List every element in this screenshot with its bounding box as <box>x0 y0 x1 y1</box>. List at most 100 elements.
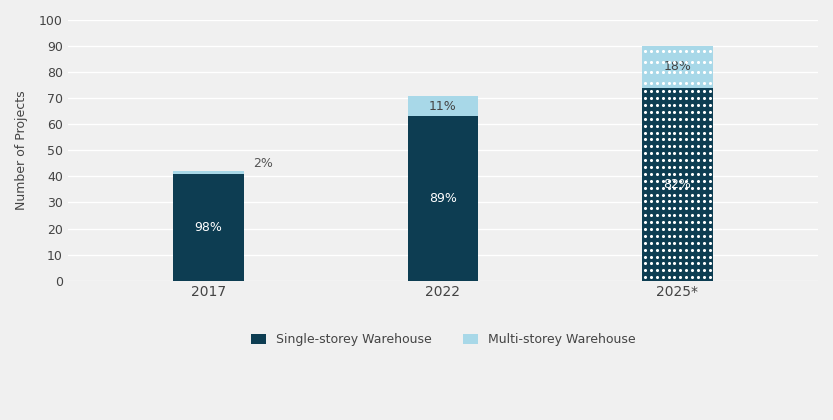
Point <box>662 246 676 253</box>
Point <box>656 177 670 184</box>
Point <box>703 136 716 143</box>
Point <box>656 219 670 226</box>
Point <box>697 219 711 226</box>
Point <box>651 122 664 129</box>
Point <box>662 212 676 218</box>
Point <box>651 171 664 177</box>
Point <box>686 233 699 239</box>
Point <box>680 136 693 143</box>
Point <box>662 69 676 76</box>
Point <box>656 164 670 171</box>
Point <box>651 219 664 226</box>
Point <box>662 122 676 129</box>
Point <box>680 219 693 226</box>
Point <box>656 58 670 65</box>
Point <box>691 143 705 150</box>
Point <box>703 219 716 226</box>
Point <box>703 226 716 232</box>
Point <box>668 219 681 226</box>
Point <box>651 212 664 218</box>
Point <box>674 129 687 136</box>
Point <box>644 58 657 65</box>
Point <box>662 267 676 274</box>
Point <box>703 171 716 177</box>
Point <box>662 116 676 122</box>
Point <box>651 260 664 267</box>
Point <box>644 260 657 267</box>
Point <box>644 69 657 76</box>
Point <box>703 79 716 86</box>
Point <box>680 116 693 122</box>
Point <box>680 239 693 246</box>
Point <box>686 267 699 274</box>
Point <box>703 116 716 122</box>
Point <box>680 157 693 163</box>
Point <box>656 108 670 115</box>
Point <box>686 177 699 184</box>
Point <box>686 48 699 55</box>
Point <box>644 184 657 191</box>
Point <box>656 253 670 260</box>
Point <box>703 246 716 253</box>
Point <box>680 267 693 274</box>
Point <box>668 246 681 253</box>
Point <box>686 171 699 177</box>
Point <box>656 246 670 253</box>
Point <box>638 108 651 115</box>
Point <box>680 205 693 212</box>
Point <box>644 157 657 163</box>
Point <box>644 253 657 260</box>
Text: 2%: 2% <box>253 157 273 170</box>
Point <box>638 116 651 122</box>
Point <box>703 177 716 184</box>
Point <box>644 143 657 150</box>
Point <box>644 108 657 115</box>
Point <box>703 88 716 94</box>
Point <box>651 95 664 102</box>
Point <box>674 184 687 191</box>
Point <box>662 88 676 94</box>
Point <box>638 164 651 171</box>
Point <box>680 260 693 267</box>
Point <box>674 239 687 246</box>
Point <box>668 164 681 171</box>
Point <box>674 260 687 267</box>
Point <box>651 164 664 171</box>
Point <box>638 171 651 177</box>
Point <box>686 219 699 226</box>
Point <box>644 164 657 171</box>
Point <box>656 171 670 177</box>
Text: 82%: 82% <box>663 178 691 191</box>
Point <box>686 226 699 232</box>
Point <box>703 102 716 108</box>
Point <box>703 184 716 191</box>
Point <box>674 95 687 102</box>
Point <box>703 122 716 129</box>
Point <box>686 164 699 171</box>
Point <box>703 150 716 157</box>
Point <box>674 157 687 163</box>
Point <box>703 129 716 136</box>
Point <box>680 129 693 136</box>
Point <box>668 184 681 191</box>
Legend: Single-storey Warehouse, Multi-storey Warehouse: Single-storey Warehouse, Multi-storey Wa… <box>244 327 641 352</box>
Point <box>691 69 705 76</box>
Point <box>680 69 693 76</box>
Point <box>656 122 670 129</box>
Point <box>638 274 651 281</box>
Point <box>703 108 716 115</box>
Point <box>691 95 705 102</box>
Point <box>686 95 699 102</box>
Point <box>668 198 681 205</box>
Point <box>668 191 681 198</box>
Point <box>680 58 693 65</box>
Point <box>691 108 705 115</box>
Point <box>668 88 681 94</box>
Point <box>697 122 711 129</box>
Point <box>644 212 657 218</box>
Text: 18%: 18% <box>663 60 691 74</box>
Point <box>668 150 681 157</box>
Point <box>674 267 687 274</box>
Point <box>668 116 681 122</box>
Point <box>662 233 676 239</box>
